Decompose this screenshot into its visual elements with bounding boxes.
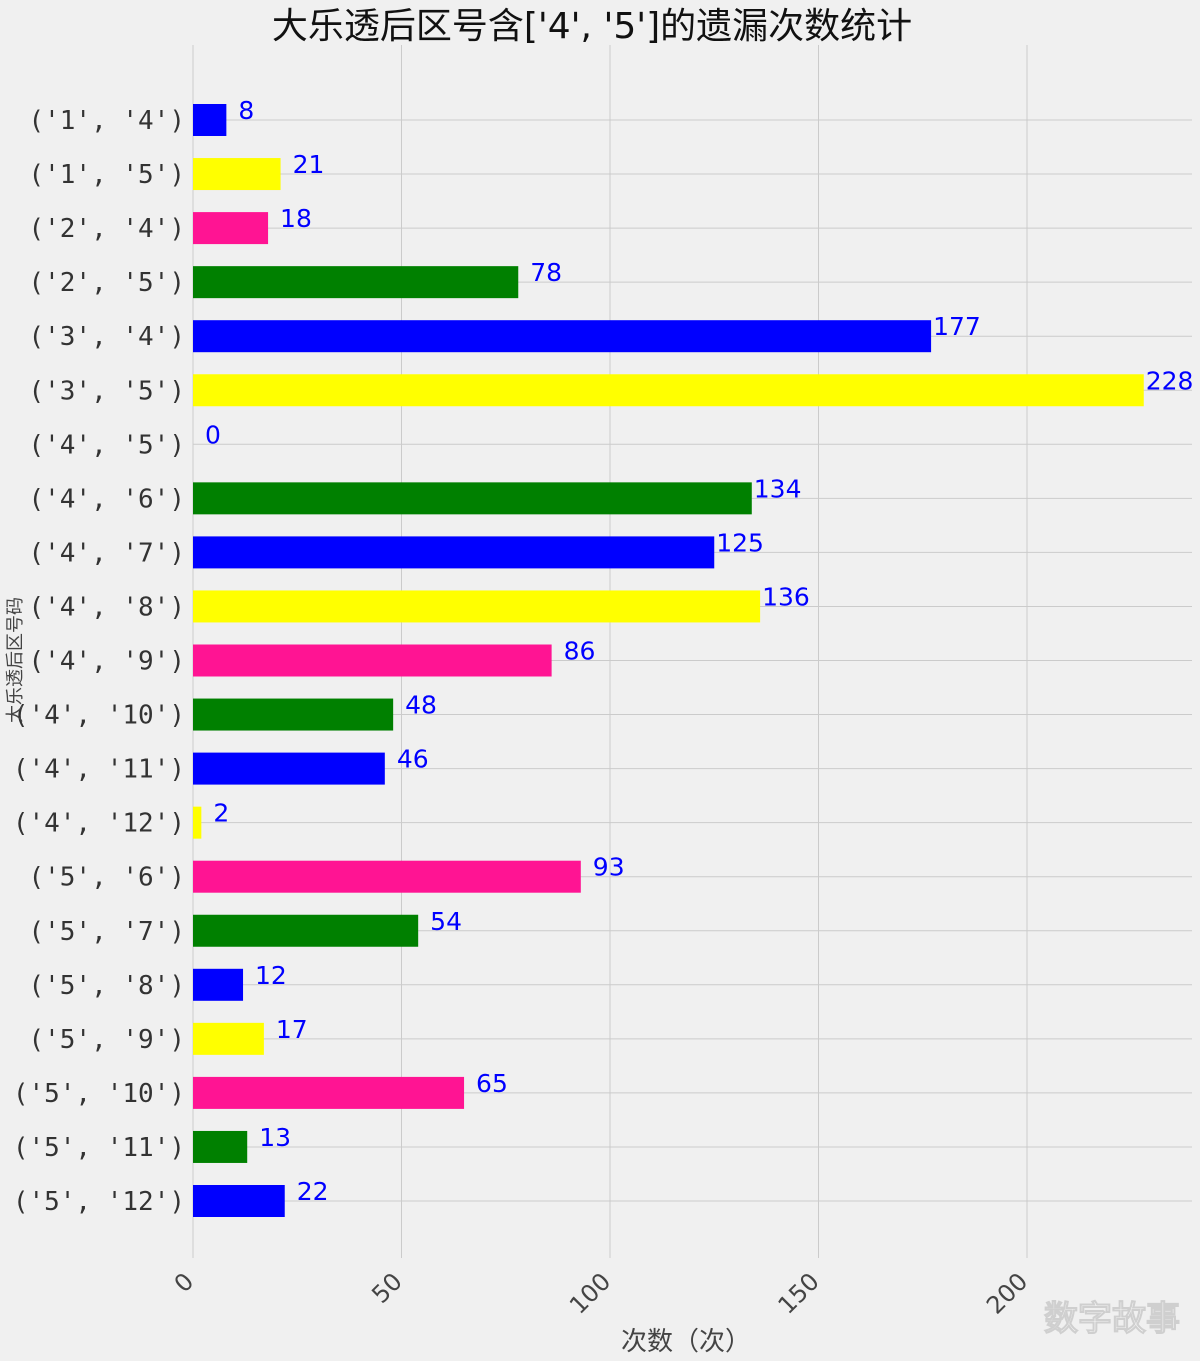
bar [193,158,281,191]
bar [193,1076,465,1109]
bar [193,104,227,136]
y-tick-label: ('2', '4') [28,214,185,244]
x-tick-labels: 0 50 100 150 200 [169,1267,1034,1319]
bar [193,320,932,353]
data-label: 8 [238,96,254,125]
y-tick-label: ('1', '5') [28,160,185,190]
bar [193,860,581,893]
bar [193,644,552,677]
data-label: 46 [397,745,429,774]
bar [193,1130,248,1163]
x-tick-label: 100 [564,1267,616,1319]
y-tick-label: ('5', '11') [13,1133,185,1163]
bar [193,806,202,839]
watermark: 数字故事 [1044,1299,1180,1339]
data-label: 125 [716,528,764,557]
data-label: 228 [1146,366,1194,395]
data-label: 177 [933,312,981,341]
y-tick-label: ('5', '8') [28,971,185,1001]
y-tick-label: ('4', '10') [13,701,185,731]
data-label: 13 [259,1123,291,1152]
bar [193,266,519,299]
bar [193,752,385,785]
data-label: 48 [405,691,437,720]
y-tick-label: ('4', '8') [28,592,185,622]
bar [193,1022,264,1055]
bar [193,914,419,947]
chart-title: 大乐透后区号含['4', '5']的遗漏次数统计 [272,6,912,47]
bar [193,968,244,1001]
bar [193,590,761,623]
y-tick-label: ('5', '7') [28,917,185,947]
data-label: 17 [276,1015,308,1044]
y-tick-label: ('1', '4') [28,106,185,136]
y-axis-label: 大乐透后区号码 [5,597,26,723]
bar [193,536,715,569]
y-tick-label: ('4', '7') [28,538,185,568]
y-tick-label: ('2', '5') [28,268,185,298]
data-label: 93 [593,853,625,882]
y-tick-label: ('5', '10') [13,1079,185,1109]
data-label: 2 [213,799,229,828]
y-tick-label: ('5', '9') [28,1025,185,1055]
x-tick-label: 50 [366,1267,407,1308]
data-label: 22 [297,1177,329,1206]
bar [193,482,752,515]
y-tick-label: ('4', '11') [13,755,185,785]
data-label: 134 [754,474,802,503]
bar [193,212,269,245]
y-tick-label: ('4', '5') [28,430,185,460]
data-label: 86 [564,637,596,666]
data-label: 65 [476,1069,508,1098]
y-tick-label: ('3', '5') [28,376,185,406]
data-label: 12 [255,961,287,990]
data-label: 18 [280,204,312,233]
data-label: 0 [205,420,221,449]
bar [193,698,394,731]
data-label: 78 [530,258,562,287]
x-tick-label: 200 [981,1267,1033,1319]
data-label: 136 [762,582,810,611]
y-tick-label: ('4', '9') [28,647,185,677]
bars [193,104,1144,1217]
y-tick-label: ('3', '4') [28,322,185,352]
bar [193,1185,285,1217]
bar [193,374,1144,407]
data-label: 21 [293,150,325,179]
y-tick-label: ('4', '6') [28,484,185,514]
y-tick-label: ('5', '6') [28,863,185,893]
x-axis-label: 次数（次） [621,1327,751,1357]
data-label: 54 [430,907,462,936]
x-tick-label: 150 [773,1267,825,1319]
y-tick-label: ('5', '12') [13,1187,185,1217]
y-tick-labels: ('1', '4') ('1', '5') ('2', '4') ('2', '5')… [13,106,185,1217]
data-labels: 8 21 18 78 177 228 0 134 125 136 86 48 46 2 93 54 12 17 65… [205,96,1193,1206]
y-tick-label: ('4', '12') [13,809,185,839]
x-tick-label: 0 [169,1267,200,1298]
